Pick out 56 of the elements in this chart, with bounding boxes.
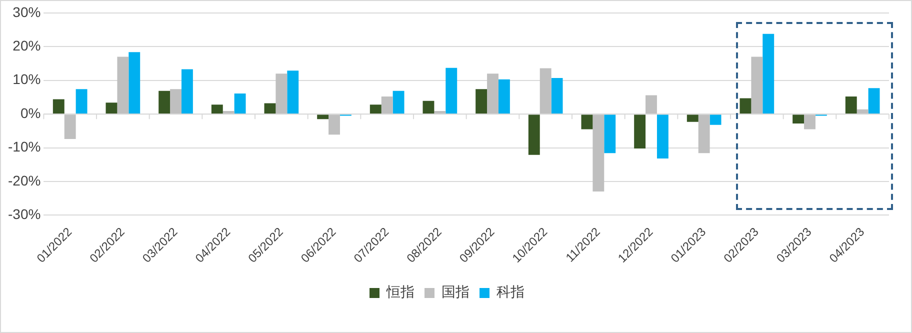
bar — [710, 114, 722, 125]
bar — [434, 111, 446, 114]
bar — [117, 56, 129, 114]
bar — [856, 109, 868, 114]
y-tick-label: 30% — [12, 4, 41, 20]
bar — [106, 102, 118, 114]
y-tick-label: -30% — [8, 206, 41, 222]
y-tick-label: -10% — [8, 138, 41, 155]
bar — [264, 103, 276, 114]
bar — [317, 114, 329, 120]
bar — [381, 96, 393, 114]
bar — [64, 114, 76, 140]
bar — [751, 56, 763, 114]
bar — [656, 114, 668, 159]
y-tick-label: 20% — [12, 38, 41, 54]
y-tick-label: 0% — [20, 104, 41, 121]
bar — [52, 99, 64, 114]
bar — [487, 74, 498, 114]
bar — [686, 114, 698, 122]
bar — [211, 104, 223, 114]
bar — [276, 74, 288, 114]
bar — [370, 104, 382, 114]
bar — [551, 78, 563, 114]
bar — [634, 114, 646, 148]
bar — [287, 70, 299, 114]
legend-label: 国指 — [442, 284, 470, 301]
bar — [762, 34, 774, 114]
bar — [698, 114, 710, 154]
bar — [740, 98, 752, 114]
bar — [128, 52, 140, 114]
bar — [592, 114, 604, 192]
bar — [845, 96, 857, 114]
bar — [498, 79, 510, 114]
legend-label: 科指 — [496, 284, 524, 301]
bar — [476, 89, 488, 114]
bar — [646, 95, 657, 114]
bar — [76, 89, 88, 114]
bar — [868, 88, 880, 114]
bar — [181, 69, 193, 114]
bar — [158, 90, 170, 114]
legend-label: 恒指 — [386, 284, 414, 301]
bar — [792, 114, 804, 124]
bar — [540, 68, 552, 114]
bar — [804, 114, 816, 130]
bar — [422, 100, 434, 114]
bar — [604, 114, 616, 154]
bar — [170, 89, 182, 114]
bar — [392, 90, 404, 114]
y-tick-label: 10% — [12, 71, 41, 88]
y-tick-label: -20% — [8, 172, 41, 188]
bar — [528, 114, 540, 155]
bar — [234, 94, 246, 114]
bar — [328, 114, 340, 135]
bar — [446, 68, 458, 114]
bar — [581, 114, 593, 130]
bar — [222, 111, 234, 114]
